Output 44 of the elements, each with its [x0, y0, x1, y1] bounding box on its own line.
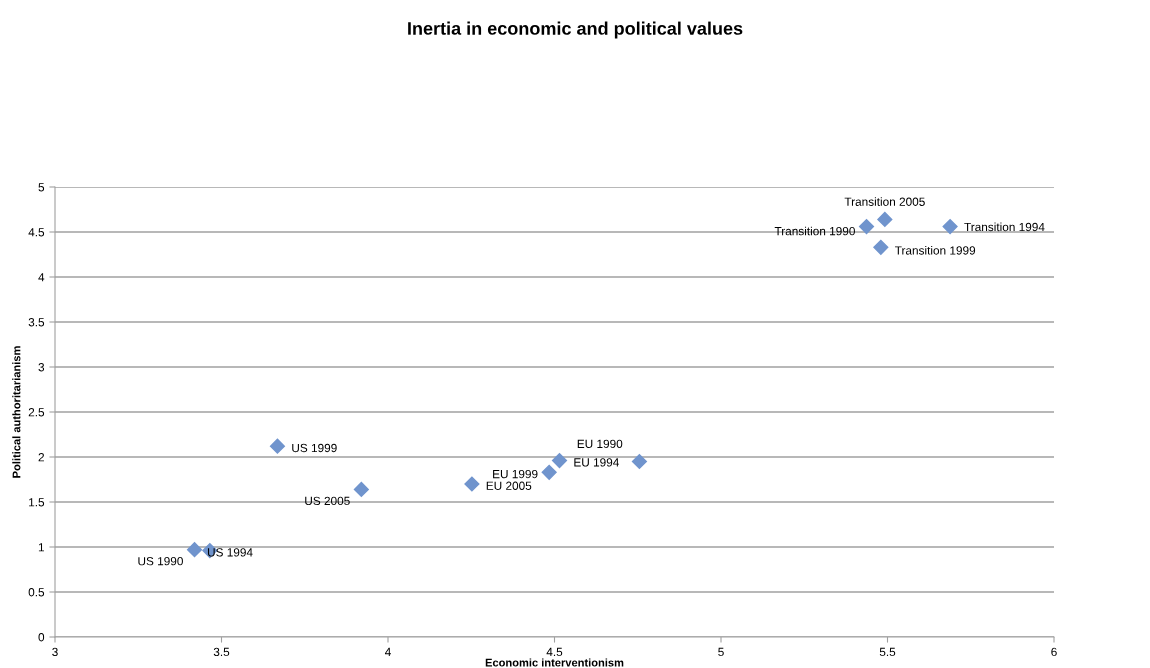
annotation: US 1999	[292, 443, 337, 453]
y-tick-label: 0	[38, 633, 45, 642]
annotation: Transition 2005	[844, 197, 925, 206]
y-tick-label: 2	[38, 453, 44, 462]
x-tick-label: 5	[718, 647, 724, 657]
annotation: EU 1999	[493, 469, 538, 479]
y-tick-label: 5	[38, 183, 45, 192]
annotation: EU 1990	[577, 439, 623, 448]
point	[353, 481, 369, 497]
point	[877, 211, 893, 227]
point	[269, 438, 286, 454]
annotation: US 1990	[138, 557, 183, 566]
y-tick-label: 3.5	[28, 318, 45, 327]
point	[551, 453, 568, 469]
y-tick-label: 2.5	[28, 408, 45, 417]
x-tick-label: 4.5	[546, 647, 563, 657]
x-tick-label: 3.5	[213, 647, 230, 657]
chart-title: Inertia in economic and political values	[408, 21, 743, 39]
y-tick-label: 1.5	[29, 498, 45, 507]
y-tick-label: 1	[38, 543, 45, 552]
point	[942, 219, 958, 235]
x-tick-label: 4	[384, 647, 391, 656]
x-tick-label: 6	[1051, 647, 1057, 657]
annotation: Transition 1999	[894, 245, 976, 255]
point	[858, 219, 875, 235]
y-tick-label: 0.5	[28, 588, 45, 597]
y-tick-label: 4	[38, 273, 45, 282]
annotation: EU 2005	[486, 481, 532, 490]
x-tick-label: 5.5	[879, 647, 896, 657]
point	[631, 453, 647, 470]
y-axis-title: Political authoritarianism	[12, 346, 21, 478]
point	[464, 476, 480, 492]
point	[186, 542, 203, 558]
y-tick-label: 4.5	[28, 228, 45, 237]
point	[873, 239, 889, 255]
annotation: US 2005	[305, 496, 350, 506]
annotation: US 1994	[207, 548, 253, 557]
x-tick-label: 3	[52, 647, 58, 657]
point	[541, 464, 557, 480]
annotation: Transition 1994	[964, 222, 1045, 232]
annotation: EU 1994	[574, 458, 619, 467]
y-tick-label: 3	[38, 363, 45, 372]
annotation: Transition 1990	[774, 226, 855, 236]
x-axis-title: Economic interventionism	[485, 658, 624, 667]
